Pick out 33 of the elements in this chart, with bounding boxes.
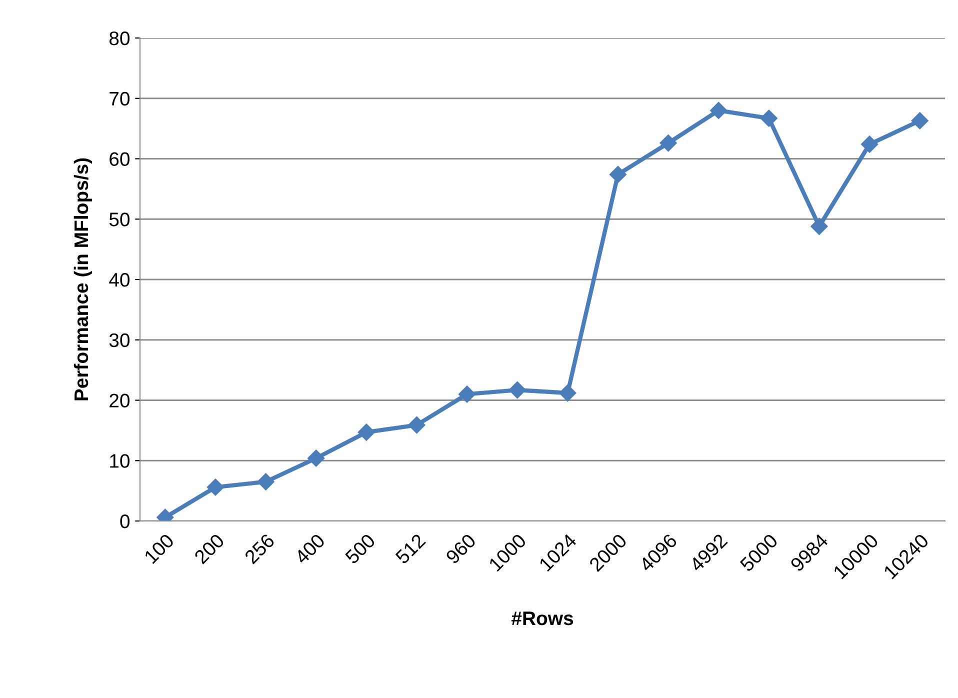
point bbox=[257, 473, 274, 490]
point bbox=[206, 478, 224, 496]
y-tick-label: 50 bbox=[109, 212, 130, 226]
x-tick-label: 200 bbox=[194, 533, 226, 564]
point bbox=[308, 450, 325, 467]
y-tick-label: 0 bbox=[120, 514, 130, 528]
point bbox=[810, 218, 828, 235]
y-tick-label: 60 bbox=[110, 152, 130, 166]
point bbox=[508, 381, 526, 399]
point bbox=[609, 166, 627, 183]
point bbox=[760, 110, 778, 127]
y-tick-label: 70 bbox=[110, 92, 130, 106]
y-tick-label: 40 bbox=[109, 272, 130, 287]
point bbox=[559, 384, 576, 402]
x-tick-label: 500 bbox=[344, 533, 376, 565]
x-axis-title: #Rows bbox=[511, 612, 574, 626]
x-tick-label: 960 bbox=[445, 533, 477, 565]
x-tick-label: 400 bbox=[294, 533, 326, 565]
y-tick-label: 30 bbox=[109, 333, 130, 348]
y-axis-title: Performance (in MFlops/s) bbox=[74, 158, 92, 400]
x-tick-label: 512 bbox=[394, 533, 426, 565]
y-tick-label: 80 bbox=[109, 31, 130, 46]
point bbox=[710, 102, 728, 119]
point bbox=[458, 386, 476, 403]
point bbox=[408, 416, 426, 434]
y-tick-label: 10 bbox=[110, 454, 130, 468]
y-tick-label: 20 bbox=[110, 394, 130, 408]
point bbox=[860, 136, 878, 153]
point bbox=[660, 134, 677, 152]
x-tick-label: 256 bbox=[244, 533, 276, 564]
x-tick-label: 100 bbox=[144, 533, 175, 564]
point bbox=[911, 112, 928, 130]
point bbox=[358, 424, 375, 441]
